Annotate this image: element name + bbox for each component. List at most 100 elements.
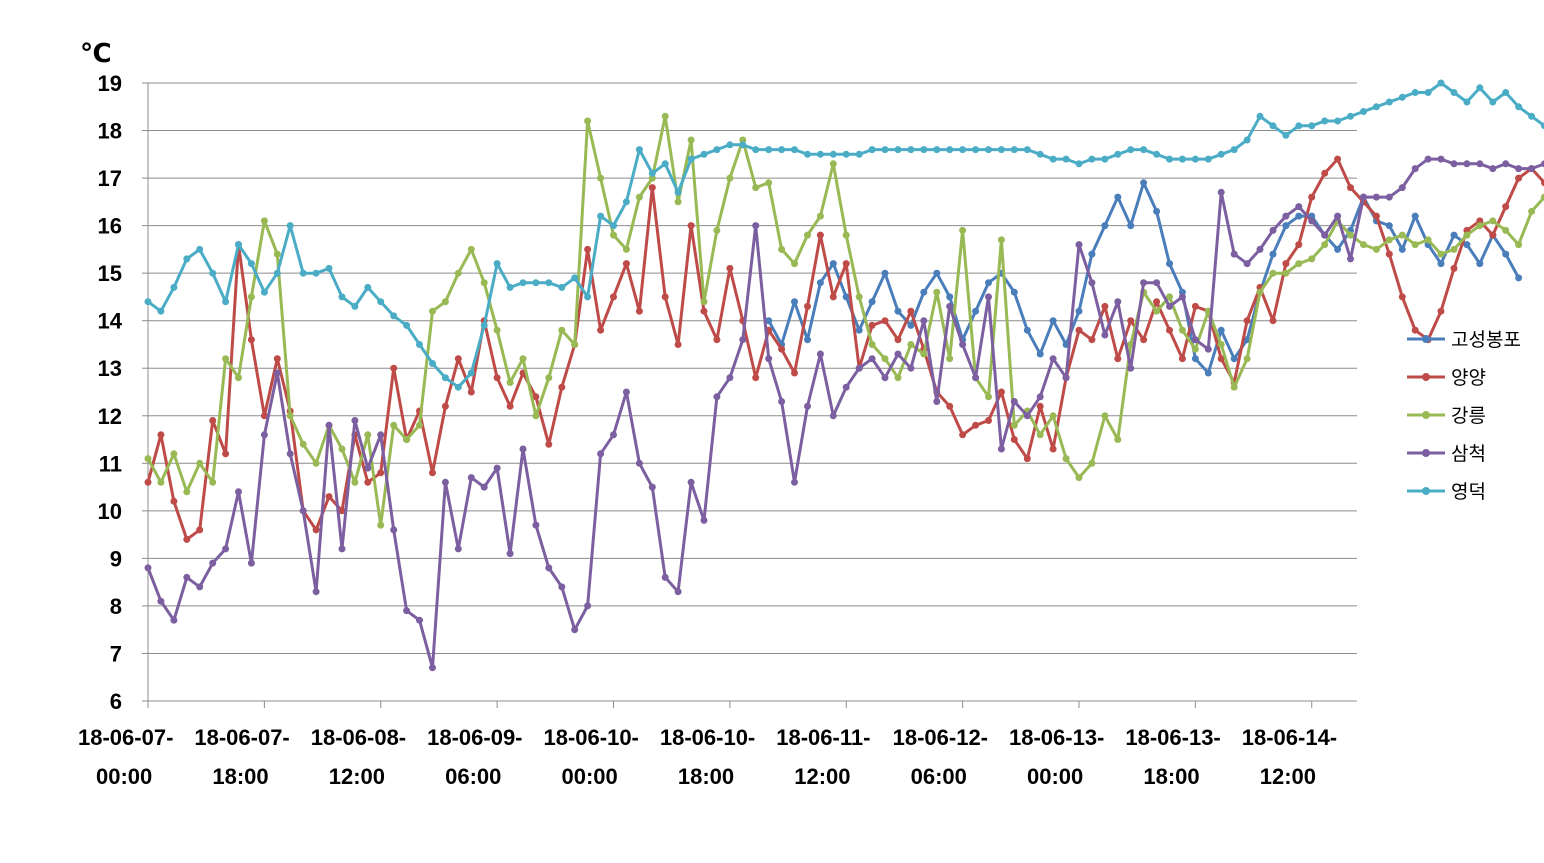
data-point [985,146,992,154]
data-point [1023,146,1031,154]
data-point [1140,179,1148,187]
data-point [1515,165,1523,173]
data-point [1347,231,1354,239]
data-point [196,526,204,534]
data-point [894,146,902,154]
data-point [273,369,281,377]
data-point [765,146,773,154]
data-point [506,283,514,291]
data-point [752,222,760,230]
y-tick-label: 8 [110,594,122,619]
data-point [1515,103,1523,111]
data-point [765,179,773,187]
data-point [144,478,152,486]
data-point [648,483,656,491]
data-point [648,184,656,192]
axes [142,82,1357,708]
data-point [804,231,811,239]
data-point [480,321,488,329]
data-point [881,317,889,325]
series-1 [765,179,1523,377]
data-point [881,269,889,277]
data-point [403,321,411,329]
data-point [157,597,165,605]
data-point [1295,203,1303,211]
data-point [1308,217,1316,225]
data-point [1114,298,1122,306]
data-point [648,169,656,177]
data-point [1385,236,1393,244]
data-point [480,483,488,491]
x-tick-label-date: 18-06-07- [78,725,173,750]
data-point [1166,155,1173,163]
data-point [312,588,320,596]
data-point [1411,241,1419,249]
data-point [816,350,824,358]
data-point [441,478,449,486]
data-point [260,431,268,439]
data-point [829,160,837,168]
data-point [222,355,230,363]
data-point [1282,269,1290,277]
data-point [1010,288,1018,296]
data-point [1450,89,1458,96]
data-point [1360,241,1367,249]
data-point [1450,231,1458,239]
data-point [791,478,798,486]
data-point [1450,160,1458,168]
data-point [325,493,333,501]
data-point [985,417,992,424]
data-point [493,260,501,268]
data-point [1127,317,1135,325]
data-point [377,469,385,477]
data-point [1127,222,1135,230]
y-tick-label: 14 [98,309,123,334]
data-point [351,302,359,310]
data-point [1334,212,1342,220]
data-point [1088,250,1096,258]
data-point [1321,169,1329,177]
data-point [338,293,346,301]
data-point [532,521,540,529]
data-point [1010,398,1018,405]
data-point [480,279,488,287]
data-point [493,464,501,472]
x-tick-labels: 18-06-07- 00:00 18-06-07- 18:00 18-06-08- 12:… [78,725,1337,789]
data-point [700,516,708,524]
data-point [1372,212,1380,220]
x-tick-label-date: 18-06-14- [1242,725,1337,750]
data-point [1347,112,1354,120]
x-tick-label-date: 18-06-13- [1009,725,1104,750]
data-point [196,245,204,253]
x-tick-label-time: 00:00 [96,764,152,789]
data-point [1075,474,1083,482]
data-point [1101,331,1109,339]
data-point [1334,117,1342,125]
data-point [1450,245,1458,253]
data-point [791,369,798,377]
data-point [1528,165,1536,173]
data-point [804,336,811,344]
data-point [183,488,191,496]
data-point [1088,279,1096,287]
data-point [1502,203,1510,211]
data-point [610,231,617,239]
data-point [1398,293,1406,301]
data-point [635,193,643,201]
data-point [247,260,255,268]
data-point [1295,241,1303,249]
data-point [1411,212,1419,220]
data-point [687,478,695,486]
data-point [429,664,436,672]
data-point [752,146,760,154]
data-point [1269,269,1277,277]
data-point [416,341,423,348]
data-point [752,374,760,382]
data-point [816,212,824,220]
data-point [1075,326,1083,334]
data-point [351,417,359,424]
data-point [1166,260,1173,268]
data-point [868,146,876,154]
data-point [1101,302,1109,310]
